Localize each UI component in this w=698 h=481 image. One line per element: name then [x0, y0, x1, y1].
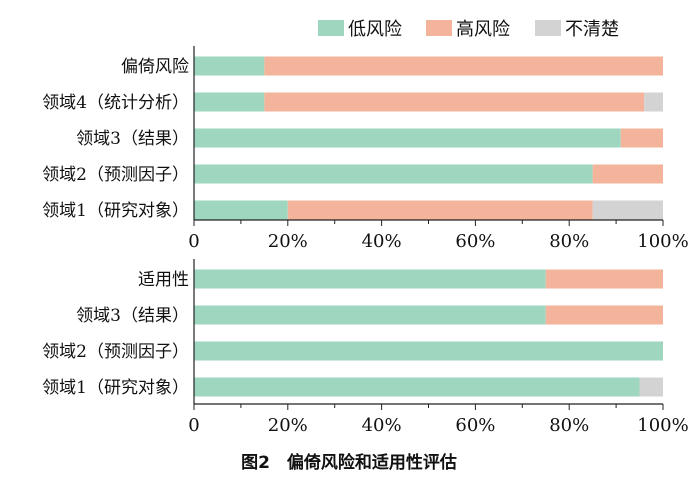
bar-segment-high [592, 164, 663, 184]
bar-segment-low [194, 164, 593, 184]
bar-segment-low [194, 128, 621, 148]
bar-segment-high [620, 128, 663, 148]
category-label: 领域3（结果） [76, 129, 189, 149]
x-tick-label: 40% [362, 415, 402, 436]
bar-segment-low [194, 377, 640, 397]
bar-segment-high [545, 269, 663, 289]
figure-caption: 图2 偏倚风险和适用性评估 [241, 453, 457, 473]
legend-swatch-unclear [535, 20, 561, 36]
bar-segment-low [194, 56, 265, 76]
bar-segment-high [264, 56, 663, 76]
bar-segment-low [194, 92, 265, 112]
x-tick-label: 80% [549, 415, 589, 436]
category-label: 偏倚风险 [121, 57, 189, 77]
category-label: 领域2（预测因子） [42, 165, 189, 185]
bar-segment-unclear [592, 200, 663, 220]
x-tick-label: 0 [188, 415, 199, 436]
x-tick-label: 0 [188, 231, 199, 252]
bar-segment-high [545, 305, 663, 325]
x-tick-label: 60% [455, 231, 495, 252]
bar-segment-high [287, 200, 593, 220]
bar-segment-unclear [639, 377, 663, 397]
category-label: 适用性 [138, 270, 189, 290]
x-tick-label: 20% [268, 415, 308, 436]
category-label: 领域3（结果） [76, 306, 189, 326]
category-label: 领域4（统计分析） [42, 93, 189, 113]
x-tick-label: 100% [637, 415, 688, 436]
category-label: 领域2（预测因子） [42, 342, 189, 362]
x-tick-label: 40% [362, 231, 402, 252]
category-label: 领域1（研究对象） [42, 201, 189, 221]
bar-segment-low [194, 341, 663, 361]
legend-label-low: 低风险 [348, 19, 402, 40]
category-label: 领域1（研究对象） [42, 378, 189, 398]
x-tick-label: 80% [549, 231, 589, 252]
legend-swatch-high [426, 20, 452, 36]
bar-segment-low [194, 200, 288, 220]
bar-segment-low [194, 305, 546, 325]
x-tick-label: 60% [455, 415, 495, 436]
legend-swatch-low [318, 20, 344, 36]
legend-label-high: 高风险 [456, 19, 510, 40]
bar-segment-unclear [644, 92, 663, 112]
x-tick-label: 20% [268, 231, 308, 252]
bar-segment-low [194, 269, 546, 289]
bar-segment-high [264, 92, 645, 112]
x-tick-label: 100% [637, 231, 688, 252]
legend-label-unclear: 不清楚 [565, 19, 619, 40]
